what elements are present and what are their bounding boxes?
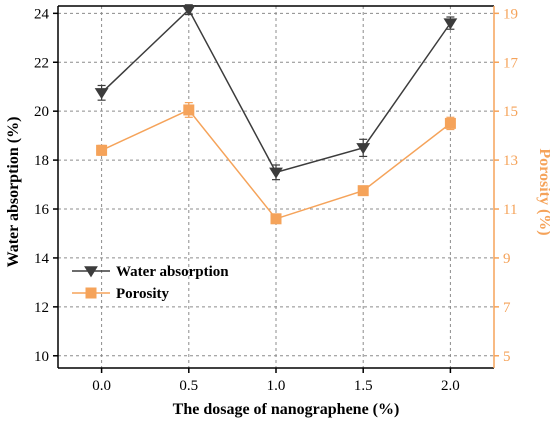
series-porosity: [96, 102, 456, 225]
right-tick-label: 11: [503, 202, 517, 218]
data-point-water-absorption: [269, 167, 283, 179]
left-axis-title: Water absorption (%): [5, 117, 22, 268]
x-tick-label: 2.0: [441, 378, 460, 394]
left-tick-label: 14: [34, 251, 50, 267]
left-tick-label: 10: [34, 349, 49, 365]
left-tick-label: 18: [34, 153, 49, 169]
series-layer: [94, 4, 458, 225]
data-point-water-absorption: [356, 143, 371, 155]
legend: Water absorption Porosity: [72, 264, 229, 302]
right-tick-label: 9: [503, 251, 511, 267]
data-point-porosity: [96, 144, 108, 156]
legend-label-porosity: Porosity: [116, 286, 170, 302]
right-tick-label: 19: [503, 6, 518, 22]
right-axis-title: Porosity (%): [536, 148, 550, 235]
left-tick-label: 24: [34, 6, 50, 22]
data-point-porosity: [444, 117, 456, 129]
data-point-porosity: [357, 185, 369, 197]
right-tick-label: 5: [503, 349, 511, 365]
data-point-porosity: [183, 104, 195, 116]
series-water-absorption: [94, 4, 458, 181]
right-axis: 5 7 9 11 13 15 17 19: [494, 6, 519, 365]
data-point-water-absorption: [94, 88, 109, 100]
left-tick-label: 12: [34, 300, 49, 316]
right-tick-label: 13: [503, 153, 518, 169]
legend-marker-porosity: [85, 287, 97, 299]
right-tick-label: 15: [503, 104, 518, 120]
x-tick-label: 0.5: [179, 378, 198, 394]
x-axis: 0.0 0.5 1.0 1.5 2.0: [92, 368, 460, 394]
right-tick-label: 7: [503, 300, 511, 316]
data-point-water-absorption: [443, 18, 458, 30]
x-axis-title: The dosage of nanographene (%): [173, 401, 400, 418]
x-tick-label: 1.5: [354, 378, 373, 394]
left-tick-label: 22: [34, 55, 49, 71]
x-tick-label: 0.0: [92, 378, 111, 394]
legend-label-water-absorption: Water absorption: [116, 264, 229, 280]
legend-marker-water-absorption: [84, 266, 98, 278]
data-point-porosity: [270, 213, 282, 225]
left-axis: 10 12 14 16 18 20 22 24: [34, 6, 58, 365]
left-tick-label: 16: [34, 202, 50, 218]
legend-item-water-absorption: Water absorption: [72, 264, 229, 280]
x-tick-label: 1.0: [267, 378, 286, 394]
legend-item-porosity: Porosity: [72, 286, 170, 302]
left-tick-label: 20: [34, 104, 49, 120]
grid: [58, 6, 494, 368]
right-tick-label: 17: [503, 55, 519, 71]
data-point-water-absorption: [181, 4, 196, 17]
